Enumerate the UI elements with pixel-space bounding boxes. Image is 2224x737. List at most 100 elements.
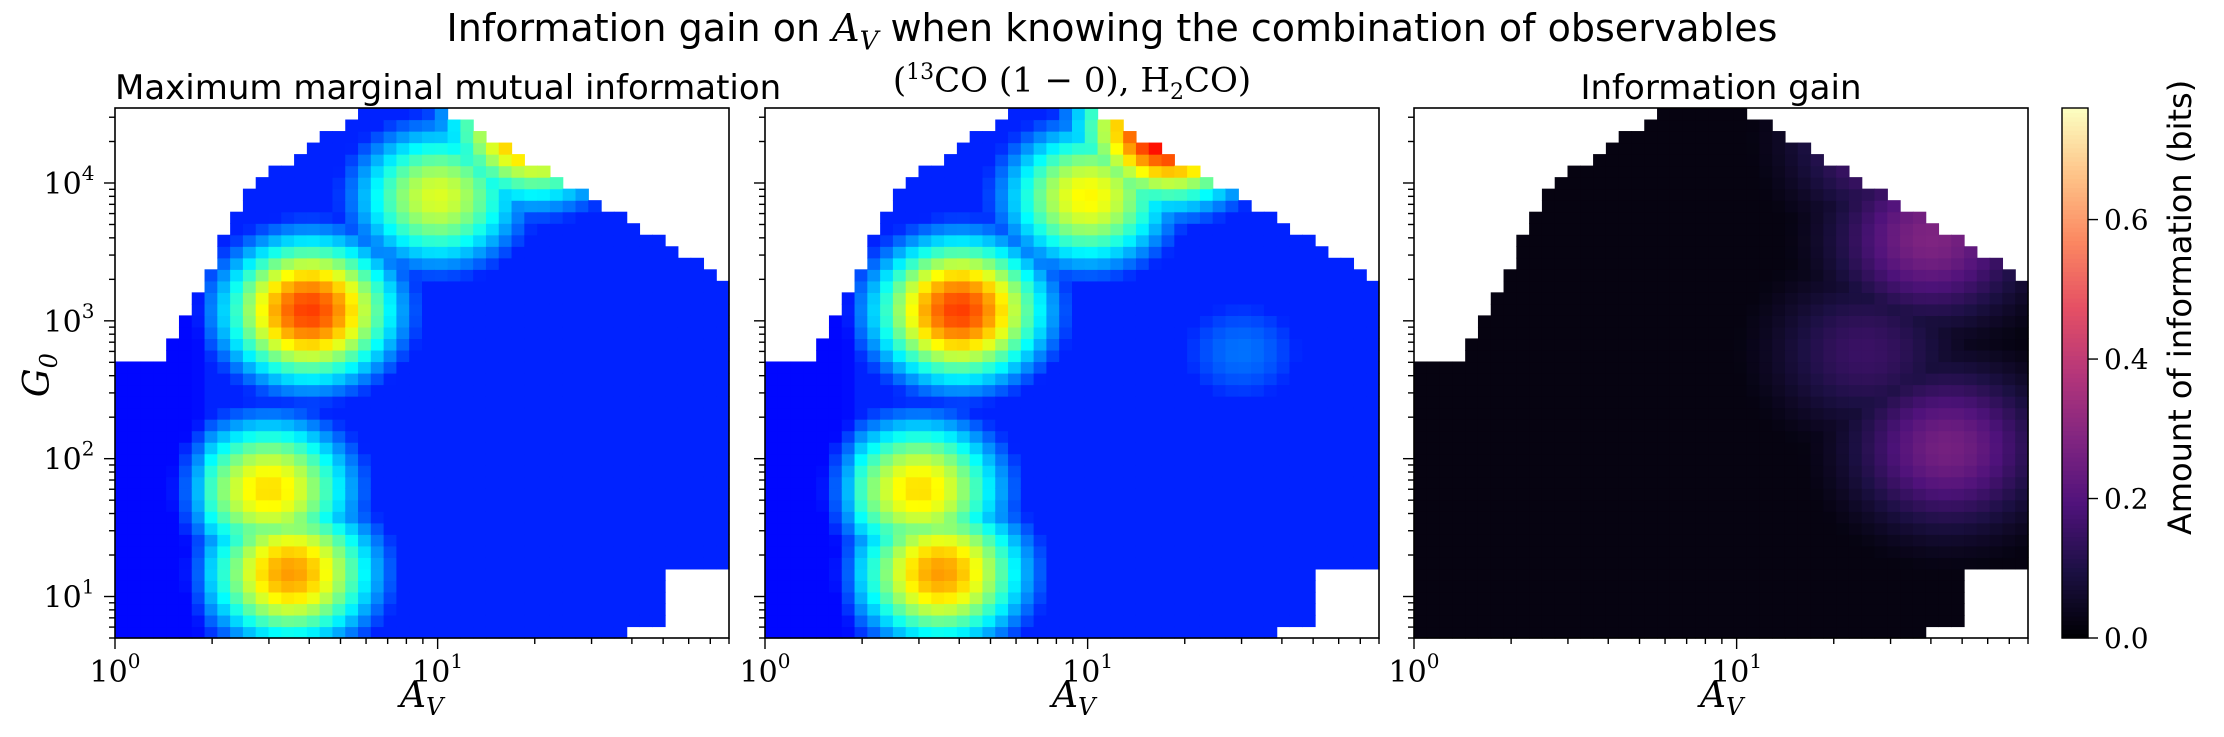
heatmap-cell bbox=[1784, 142, 1799, 155]
heatmap-cell bbox=[345, 269, 359, 282]
heatmap-cell bbox=[1212, 626, 1227, 639]
heatmap-cell bbox=[1059, 568, 1073, 581]
heatmap-cell bbox=[1084, 373, 1099, 386]
heatmap-cell bbox=[1580, 465, 1594, 478]
heatmap-cell bbox=[524, 177, 538, 190]
heatmap-cell bbox=[1366, 407, 1380, 420]
heatmap-cell bbox=[230, 430, 244, 443]
heatmap-cell bbox=[1072, 315, 1086, 328]
heatmap-cell bbox=[1148, 580, 1163, 593]
heatmap-cell bbox=[383, 361, 398, 374]
heatmap-cell bbox=[1605, 626, 1620, 639]
heatmap-cell bbox=[217, 534, 231, 547]
heatmap-cell bbox=[1033, 614, 1048, 628]
heatmap-cell bbox=[1784, 499, 1799, 512]
heatmap-cell bbox=[1567, 384, 1581, 397]
heatmap-cell bbox=[1289, 442, 1303, 455]
heatmap-cell bbox=[1135, 557, 1150, 570]
heatmap-cell bbox=[765, 580, 779, 593]
heatmap-cell bbox=[1772, 511, 1786, 524]
heatmap-cell bbox=[1529, 591, 1543, 605]
heatmap-cell bbox=[1733, 591, 1748, 605]
heatmap-cell bbox=[485, 246, 500, 259]
heatmap-cell bbox=[485, 465, 500, 478]
heatmap-cell bbox=[178, 603, 193, 616]
heatmap-cell bbox=[1110, 211, 1124, 224]
heatmap-cell bbox=[918, 442, 932, 455]
heatmap-cell bbox=[652, 511, 666, 524]
heatmap-cell bbox=[1733, 568, 1748, 581]
heatmap-cell bbox=[549, 200, 564, 213]
heatmap-cell bbox=[345, 614, 359, 628]
heatmap-cell bbox=[1503, 534, 1517, 547]
heatmap-cell bbox=[1072, 154, 1086, 167]
heatmap-cell bbox=[1327, 465, 1342, 478]
heatmap-cell bbox=[1174, 269, 1188, 282]
heatmap-cell bbox=[204, 373, 218, 386]
heatmap-cell bbox=[1490, 349, 1505, 363]
heatmap-cell bbox=[319, 407, 334, 420]
heatmap-cell bbox=[1225, 614, 1239, 628]
heatmap-cell bbox=[1366, 488, 1380, 501]
heatmap-cell bbox=[345, 568, 359, 581]
heatmap-cell bbox=[677, 338, 692, 351]
heatmap-cell bbox=[447, 200, 461, 213]
heatmap-cell bbox=[1733, 465, 1748, 478]
heatmap-cell bbox=[1644, 154, 1658, 167]
heatmap-cell bbox=[281, 326, 295, 340]
heatmap-cell bbox=[1695, 131, 1709, 144]
heatmap-cell bbox=[944, 326, 958, 340]
heatmap-cell bbox=[140, 442, 154, 455]
heatmap-cell bbox=[1605, 361, 1620, 374]
heatmap-cell bbox=[1503, 373, 1517, 386]
heatmap-cell bbox=[588, 419, 602, 432]
heatmap-cell bbox=[867, 603, 881, 616]
heatmap-cell bbox=[1554, 442, 1569, 455]
heatmap-cell bbox=[867, 499, 881, 512]
heatmap-cell bbox=[549, 338, 564, 351]
heatmap-cell bbox=[1452, 499, 1466, 512]
heatmap-cell bbox=[880, 211, 894, 224]
heatmap-cell bbox=[268, 407, 282, 420]
heatmap-cell bbox=[1657, 338, 1671, 351]
heatmap-cell bbox=[613, 465, 628, 478]
heatmap-cell bbox=[1084, 396, 1099, 409]
heatmap-cell bbox=[1148, 280, 1163, 293]
heatmap-cell bbox=[1072, 591, 1086, 605]
heatmap-cell bbox=[1366, 453, 1380, 466]
heatmap-cell bbox=[1110, 257, 1124, 270]
heatmap-cell bbox=[969, 476, 984, 489]
heatmap-cell bbox=[1289, 373, 1303, 386]
heatmap-cell bbox=[498, 534, 513, 547]
heatmap-cell bbox=[204, 442, 218, 455]
heatmap-cell bbox=[1199, 361, 1214, 374]
heatmap-cell bbox=[1772, 188, 1786, 201]
heatmap-cell bbox=[1072, 280, 1086, 293]
heatmap-cell bbox=[867, 453, 881, 466]
heatmap-cell bbox=[1529, 511, 1543, 524]
heatmap-cell bbox=[383, 511, 398, 524]
heatmap-cell bbox=[1554, 476, 1569, 489]
heatmap-cell bbox=[982, 522, 996, 535]
heatmap-cell bbox=[918, 361, 932, 374]
heatmap-cell bbox=[294, 453, 308, 466]
heatmap-cell bbox=[473, 430, 487, 443]
heatmap-cell bbox=[1618, 442, 1633, 455]
heatmap-cell bbox=[982, 223, 996, 236]
heatmap-cell bbox=[115, 465, 129, 478]
heatmap-cell bbox=[537, 419, 551, 432]
heatmap-cell bbox=[803, 511, 817, 524]
heatmap-cell bbox=[383, 246, 398, 259]
heatmap-cell bbox=[345, 488, 359, 501]
heatmap-cell bbox=[1174, 522, 1188, 535]
heatmap-cell bbox=[242, 453, 257, 466]
heatmap-cell bbox=[1593, 626, 1607, 639]
heatmap-cell bbox=[1669, 419, 1684, 432]
heatmap-cell bbox=[613, 511, 628, 524]
heatmap-cell bbox=[281, 511, 295, 524]
heatmap-cell bbox=[1580, 511, 1594, 524]
heatmap-cell bbox=[588, 488, 602, 501]
heatmap-cell bbox=[562, 442, 577, 455]
heatmap-cell bbox=[1020, 131, 1035, 144]
heatmap-cell bbox=[306, 626, 321, 639]
